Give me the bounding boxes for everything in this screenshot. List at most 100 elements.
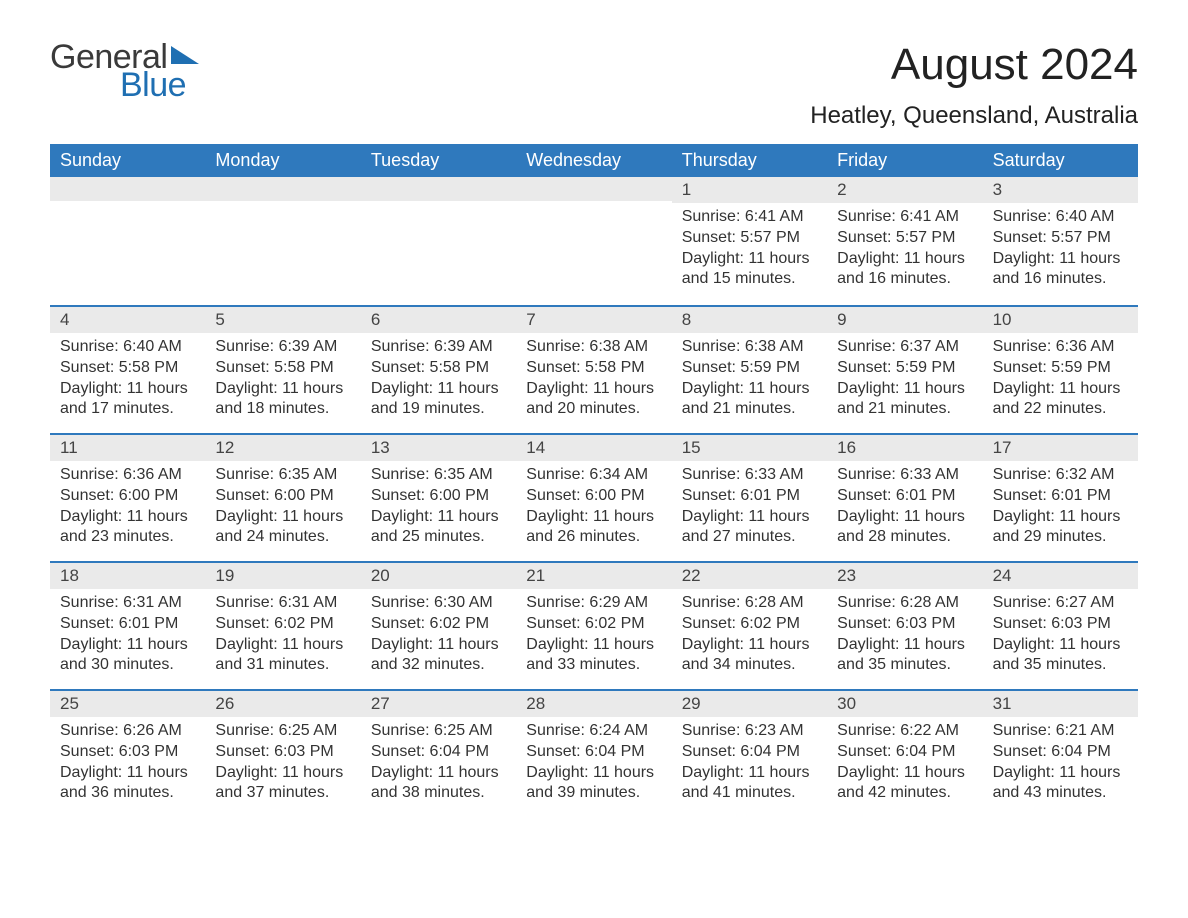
- calendar-day: 21Sunrise: 6:29 AMSunset: 6:02 PMDayligh…: [516, 563, 671, 689]
- day-number: 29: [672, 691, 827, 717]
- calendar-day: 4 Sunrise: 6:40 AMSunset: 5:58 PMDaylight…: [50, 307, 205, 433]
- calendar-day: 10Sunrise: 6:36 AMSunset: 5:59 PMDayligh…: [983, 307, 1138, 433]
- sunset-line: Sunset: 5:58 PM: [215, 358, 350, 379]
- day-number: 3: [983, 177, 1138, 203]
- calendar-day: 11Sunrise: 6:36 AMSunset: 6:00 PMDayligh…: [50, 435, 205, 561]
- daylight-line: Daylight: 11 hours and 30 minutes.: [60, 635, 195, 677]
- calendar-day: 5Sunrise: 6:39 AMSunset: 5:58 PMDaylight…: [205, 307, 360, 433]
- dow-cell: Wednesday: [516, 144, 671, 177]
- sunset-line: Sunset: 5:57 PM: [993, 228, 1128, 249]
- day-number: 23: [827, 563, 982, 589]
- sunset-line: Sunset: 6:00 PM: [371, 486, 506, 507]
- calendar-week: 1Sunrise: 6:41 AMSunset: 5:57 PMDaylight…: [50, 177, 1138, 305]
- calendar-day: 17Sunrise: 6:32 AMSunset: 6:01 PMDayligh…: [983, 435, 1138, 561]
- daylight-line: Daylight: 11 hours and 16 minutes.: [837, 249, 972, 291]
- daylight-line: Daylight: 11 hours and 27 minutes.: [682, 507, 817, 549]
- day-number: 4: [50, 307, 205, 333]
- sunset-line: Sunset: 5:57 PM: [682, 228, 817, 249]
- calendar-day: 13Sunrise: 6:35 AMSunset: 6:00 PMDayligh…: [361, 435, 516, 561]
- sunrise-line: Sunrise: 6:41 AM: [682, 207, 817, 228]
- day-number: [516, 177, 671, 201]
- day-number: 11: [50, 435, 205, 461]
- day-details: Sunrise: 6:28 AMSunset: 6:02 PMDaylight:…: [682, 593, 817, 676]
- day-details: Sunrise: 6:30 AMSunset: 6:02 PMDaylight:…: [371, 593, 506, 676]
- sunrise-line: Sunrise: 6:28 AM: [837, 593, 972, 614]
- calendar-week: 11Sunrise: 6:36 AMSunset: 6:00 PMDayligh…: [50, 433, 1138, 561]
- calendar-day: 26Sunrise: 6:25 AMSunset: 6:03 PMDayligh…: [205, 691, 360, 817]
- day-details: Sunrise: 6:35 AMSunset: 6:00 PMDaylight:…: [215, 465, 350, 548]
- dow-cell: Friday: [827, 144, 982, 177]
- day-details: Sunrise: 6:40 AMSunset: 5:58 PMDaylight:…: [60, 337, 195, 420]
- day-number: 21: [516, 563, 671, 589]
- calendar-day: [50, 177, 205, 305]
- sunrise-line: Sunrise: 6:38 AM: [682, 337, 817, 358]
- day-details: Sunrise: 6:26 AMSunset: 6:03 PMDaylight:…: [60, 721, 195, 804]
- sunrise-line: Sunrise: 6:39 AM: [371, 337, 506, 358]
- sunset-line: Sunset: 6:04 PM: [371, 742, 506, 763]
- sunrise-line: Sunrise: 6:31 AM: [60, 593, 195, 614]
- daylight-line: Daylight: 11 hours and 21 minutes.: [837, 379, 972, 421]
- daylight-line: Daylight: 11 hours and 31 minutes.: [215, 635, 350, 677]
- daylight-line: Daylight: 11 hours and 15 minutes.: [682, 249, 817, 291]
- sunset-line: Sunset: 6:04 PM: [526, 742, 661, 763]
- day-details: Sunrise: 6:33 AMSunset: 6:01 PMDaylight:…: [837, 465, 972, 548]
- logo-text-blue: Blue: [120, 68, 201, 102]
- day-details: Sunrise: 6:28 AMSunset: 6:03 PMDaylight:…: [837, 593, 972, 676]
- calendar-day: 31Sunrise: 6:21 AMSunset: 6:04 PMDayligh…: [983, 691, 1138, 817]
- calendar-day: 19Sunrise: 6:31 AMSunset: 6:02 PMDayligh…: [205, 563, 360, 689]
- sunrise-line: Sunrise: 6:25 AM: [215, 721, 350, 742]
- calendar-day: [205, 177, 360, 305]
- day-of-week-header: SundayMondayTuesdayWednesdayThursdayFrid…: [50, 144, 1138, 177]
- daylight-line: Daylight: 11 hours and 19 minutes.: [371, 379, 506, 421]
- calendar-day: 29Sunrise: 6:23 AMSunset: 6:04 PMDayligh…: [672, 691, 827, 817]
- sunrise-line: Sunrise: 6:25 AM: [371, 721, 506, 742]
- day-number: 2: [827, 177, 982, 203]
- sunrise-line: Sunrise: 6:36 AM: [60, 465, 195, 486]
- daylight-line: Daylight: 11 hours and 35 minutes.: [837, 635, 972, 677]
- sunset-line: Sunset: 6:03 PM: [837, 614, 972, 635]
- calendar-day: 9Sunrise: 6:37 AMSunset: 5:59 PMDaylight…: [827, 307, 982, 433]
- daylight-line: Daylight: 11 hours and 20 minutes.: [526, 379, 661, 421]
- sunrise-line: Sunrise: 6:22 AM: [837, 721, 972, 742]
- daylight-line: Daylight: 11 hours and 36 minutes.: [60, 763, 195, 805]
- sunset-line: Sunset: 6:02 PM: [682, 614, 817, 635]
- day-details: Sunrise: 6:24 AMSunset: 6:04 PMDaylight:…: [526, 721, 661, 804]
- page-title: August 2024: [810, 40, 1138, 90]
- daylight-line: Daylight: 11 hours and 16 minutes.: [993, 249, 1128, 291]
- calendar-day: 7 Sunrise: 6:38 AMSunset: 5:58 PMDaylight…: [516, 307, 671, 433]
- day-number: 8: [672, 307, 827, 333]
- sunrise-line: Sunrise: 6:41 AM: [837, 207, 972, 228]
- day-number: 22: [672, 563, 827, 589]
- day-details: Sunrise: 6:41 AMSunset: 5:57 PMDaylight:…: [837, 207, 972, 290]
- sunset-line: Sunset: 6:00 PM: [60, 486, 195, 507]
- calendar-day: 22 Sunrise: 6:28 AMSunset: 6:02 PMDayligh…: [672, 563, 827, 689]
- daylight-line: Daylight: 11 hours and 17 minutes.: [60, 379, 195, 421]
- sunset-line: Sunset: 6:04 PM: [993, 742, 1128, 763]
- sunset-line: Sunset: 5:59 PM: [682, 358, 817, 379]
- sunset-line: Sunset: 6:01 PM: [837, 486, 972, 507]
- day-details: Sunrise: 6:36 AMSunset: 5:59 PMDaylight:…: [993, 337, 1128, 420]
- day-details: Sunrise: 6:38 AMSunset: 5:59 PMDaylight:…: [682, 337, 817, 420]
- sunrise-line: Sunrise: 6:40 AM: [993, 207, 1128, 228]
- day-details: Sunrise: 6:38 AMSunset: 5:58 PMDaylight:…: [526, 337, 661, 420]
- calendar-week: 4 Sunrise: 6:40 AMSunset: 5:58 PMDaylight…: [50, 305, 1138, 433]
- calendar-day: 6Sunrise: 6:39 AMSunset: 5:58 PMDaylight…: [361, 307, 516, 433]
- sunrise-line: Sunrise: 6:30 AM: [371, 593, 506, 614]
- day-details: Sunrise: 6:25 AMSunset: 6:03 PMDaylight:…: [215, 721, 350, 804]
- sunrise-line: Sunrise: 6:35 AM: [215, 465, 350, 486]
- calendar-day: 23 Sunrise: 6:28 AMSunset: 6:03 PMDayligh…: [827, 563, 982, 689]
- day-number: 16: [827, 435, 982, 461]
- calendar-week: 25Sunrise: 6:26 AMSunset: 6:03 PMDayligh…: [50, 689, 1138, 817]
- day-number: 14: [516, 435, 671, 461]
- dow-cell: Thursday: [672, 144, 827, 177]
- calendar-day: 12Sunrise: 6:35 AMSunset: 6:00 PMDayligh…: [205, 435, 360, 561]
- sunset-line: Sunset: 6:02 PM: [371, 614, 506, 635]
- sunset-line: Sunset: 5:58 PM: [371, 358, 506, 379]
- daylight-line: Daylight: 11 hours and 24 minutes.: [215, 507, 350, 549]
- sunset-line: Sunset: 6:03 PM: [993, 614, 1128, 635]
- day-number: [205, 177, 360, 201]
- day-number: 30: [827, 691, 982, 717]
- calendar-day: 28Sunrise: 6:24 AMSunset: 6:04 PMDayligh…: [516, 691, 671, 817]
- day-number: 7: [516, 307, 671, 333]
- sunrise-line: Sunrise: 6:35 AM: [371, 465, 506, 486]
